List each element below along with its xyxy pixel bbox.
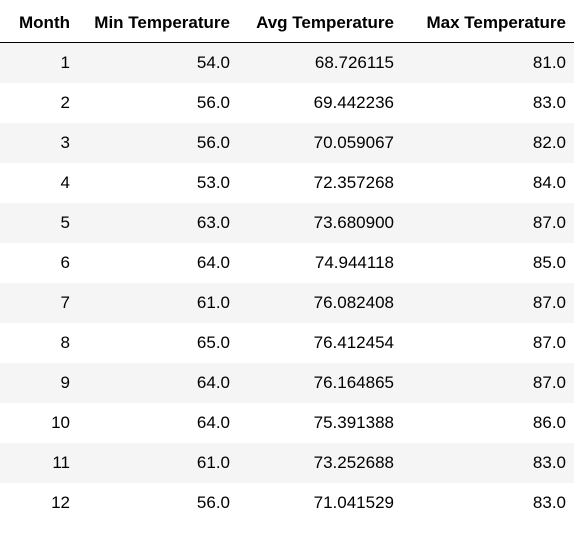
month-cell: 3 <box>60 133 70 152</box>
min-temperature-cell: 64.0 <box>196 253 230 272</box>
min-temperature-cell: 53.0 <box>196 173 230 192</box>
max-temperature-cell: 83.0 <box>532 93 566 112</box>
table-body: 1 54.0 68.726115 81.0 2 56.0 69.442236 83.0 3 56.… <box>0 42 574 523</box>
table-row: 12 56.0 71.041529 83.0 <box>0 483 574 523</box>
avg-temperature-cell: 73.680900 <box>313 213 394 232</box>
column-header-max-temperature: Max Temperature <box>402 4 574 43</box>
max-temperature-cell: 84.0 <box>532 173 566 192</box>
max-temperature-cell: 87.0 <box>532 333 566 352</box>
month-cell: 7 <box>60 293 70 312</box>
max-temperature-cell: 83.0 <box>532 453 566 472</box>
table-row: 7 61.0 76.082408 87.0 <box>0 283 574 323</box>
table-row: 3 56.0 70.059067 82.0 <box>0 123 574 163</box>
max-temperature-cell: 83.0 <box>532 493 566 512</box>
month-cell: 4 <box>60 173 70 192</box>
table-row: 2 56.0 69.442236 83.0 <box>0 83 574 123</box>
month-cell: 9 <box>60 373 70 392</box>
min-temperature-cell: 56.0 <box>196 93 230 112</box>
table-header: Month Min Temperature Avg Temperature Ma… <box>0 4 574 43</box>
avg-temperature-cell: 69.442236 <box>313 93 394 112</box>
column-header-avg-temperature: Avg Temperature <box>238 4 402 43</box>
table-row: 6 64.0 74.944118 85.0 <box>0 243 574 283</box>
max-temperature-cell: 82.0 <box>532 133 566 152</box>
max-temperature-cell: 85.0 <box>532 253 566 272</box>
avg-temperature-cell: 76.082408 <box>313 293 394 312</box>
month-cell: 2 <box>60 93 70 112</box>
month-cell: 8 <box>60 333 70 352</box>
max-temperature-cell: 87.0 <box>532 373 566 392</box>
month-cell: 12 <box>51 493 70 512</box>
avg-temperature-cell: 72.357268 <box>313 173 394 192</box>
table-row: 8 65.0 76.412454 87.0 <box>0 323 574 363</box>
min-temperature-cell: 56.0 <box>196 133 230 152</box>
column-header-month: Month <box>0 4 78 43</box>
avg-temperature-cell: 76.412454 <box>313 333 394 352</box>
avg-temperature-cell: 76.164865 <box>313 373 394 392</box>
table-row: 11 61.0 73.252688 83.0 <box>0 443 574 483</box>
min-temperature-cell: 56.0 <box>196 493 230 512</box>
header-row: Month Min Temperature Avg Temperature Ma… <box>0 4 574 43</box>
table-row: 5 63.0 73.680900 87.0 <box>0 203 574 243</box>
month-cell: 1 <box>60 53 70 72</box>
month-cell: 11 <box>52 453 70 472</box>
min-temperature-cell: 61.0 <box>196 453 230 472</box>
max-temperature-cell: 81.0 <box>532 53 566 72</box>
avg-temperature-cell: 75.391388 <box>313 413 394 432</box>
min-temperature-cell: 61.0 <box>196 293 230 312</box>
max-temperature-cell: 87.0 <box>532 293 566 312</box>
table-row: 4 53.0 72.357268 84.0 <box>0 163 574 203</box>
min-temperature-cell: 63.0 <box>196 213 230 232</box>
column-header-min-temperature: Min Temperature <box>78 4 238 43</box>
avg-temperature-cell: 73.252688 <box>313 453 394 472</box>
temperature-table: Month Min Temperature Avg Temperature Ma… <box>0 4 574 523</box>
table-row: 1 54.0 68.726115 81.0 <box>0 42 574 83</box>
avg-temperature-cell: 70.059067 <box>313 133 394 152</box>
avg-temperature-cell: 74.944118 <box>314 253 394 272</box>
month-cell: 5 <box>60 213 70 232</box>
min-temperature-cell: 65.0 <box>196 333 230 352</box>
min-temperature-cell: 64.0 <box>196 413 230 432</box>
avg-temperature-cell: 71.041529 <box>313 493 394 512</box>
max-temperature-cell: 87.0 <box>532 213 566 232</box>
month-cell: 6 <box>60 253 70 272</box>
min-temperature-cell: 64.0 <box>196 373 230 392</box>
max-temperature-cell: 86.0 <box>532 413 566 432</box>
table-row: 10 64.0 75.391388 86.0 <box>0 403 574 443</box>
month-cell: 10 <box>51 413 70 432</box>
table-row: 9 64.0 76.164865 87.0 <box>0 363 574 403</box>
avg-temperature-cell: 68.726115 <box>314 53 394 72</box>
min-temperature-cell: 54.0 <box>196 53 230 72</box>
